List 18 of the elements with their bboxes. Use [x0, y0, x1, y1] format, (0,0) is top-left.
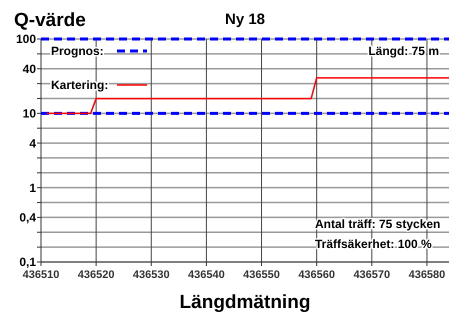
- x-tick-label: 436580: [408, 269, 446, 281]
- x-tick-label: 436560: [298, 269, 336, 281]
- y-tick-label: 100: [16, 32, 36, 46]
- y-tick-label: 10: [22, 106, 36, 121]
- x-tick-label: 436540: [188, 269, 225, 281]
- y-tick-label: 0,1: [19, 255, 36, 270]
- x-tick-label: 436550: [243, 269, 280, 281]
- y-tick-label: 0,4: [19, 210, 36, 225]
- y-tick-label: 40: [22, 62, 36, 76]
- x-tick-label: 436520: [78, 269, 114, 281]
- y-tick-label: 4: [29, 136, 36, 150]
- x-tick-label: 436510: [22, 269, 60, 281]
- x-tick-label: 436530: [132, 269, 170, 281]
- y-axis-title: Q-värde: [14, 10, 86, 31]
- x-tick-label: 436570: [353, 269, 390, 281]
- x-axis-title: Längdmätning: [180, 292, 310, 313]
- chart-title: Ny 18: [224, 11, 266, 28]
- y-tick-label: 1: [29, 180, 36, 195]
